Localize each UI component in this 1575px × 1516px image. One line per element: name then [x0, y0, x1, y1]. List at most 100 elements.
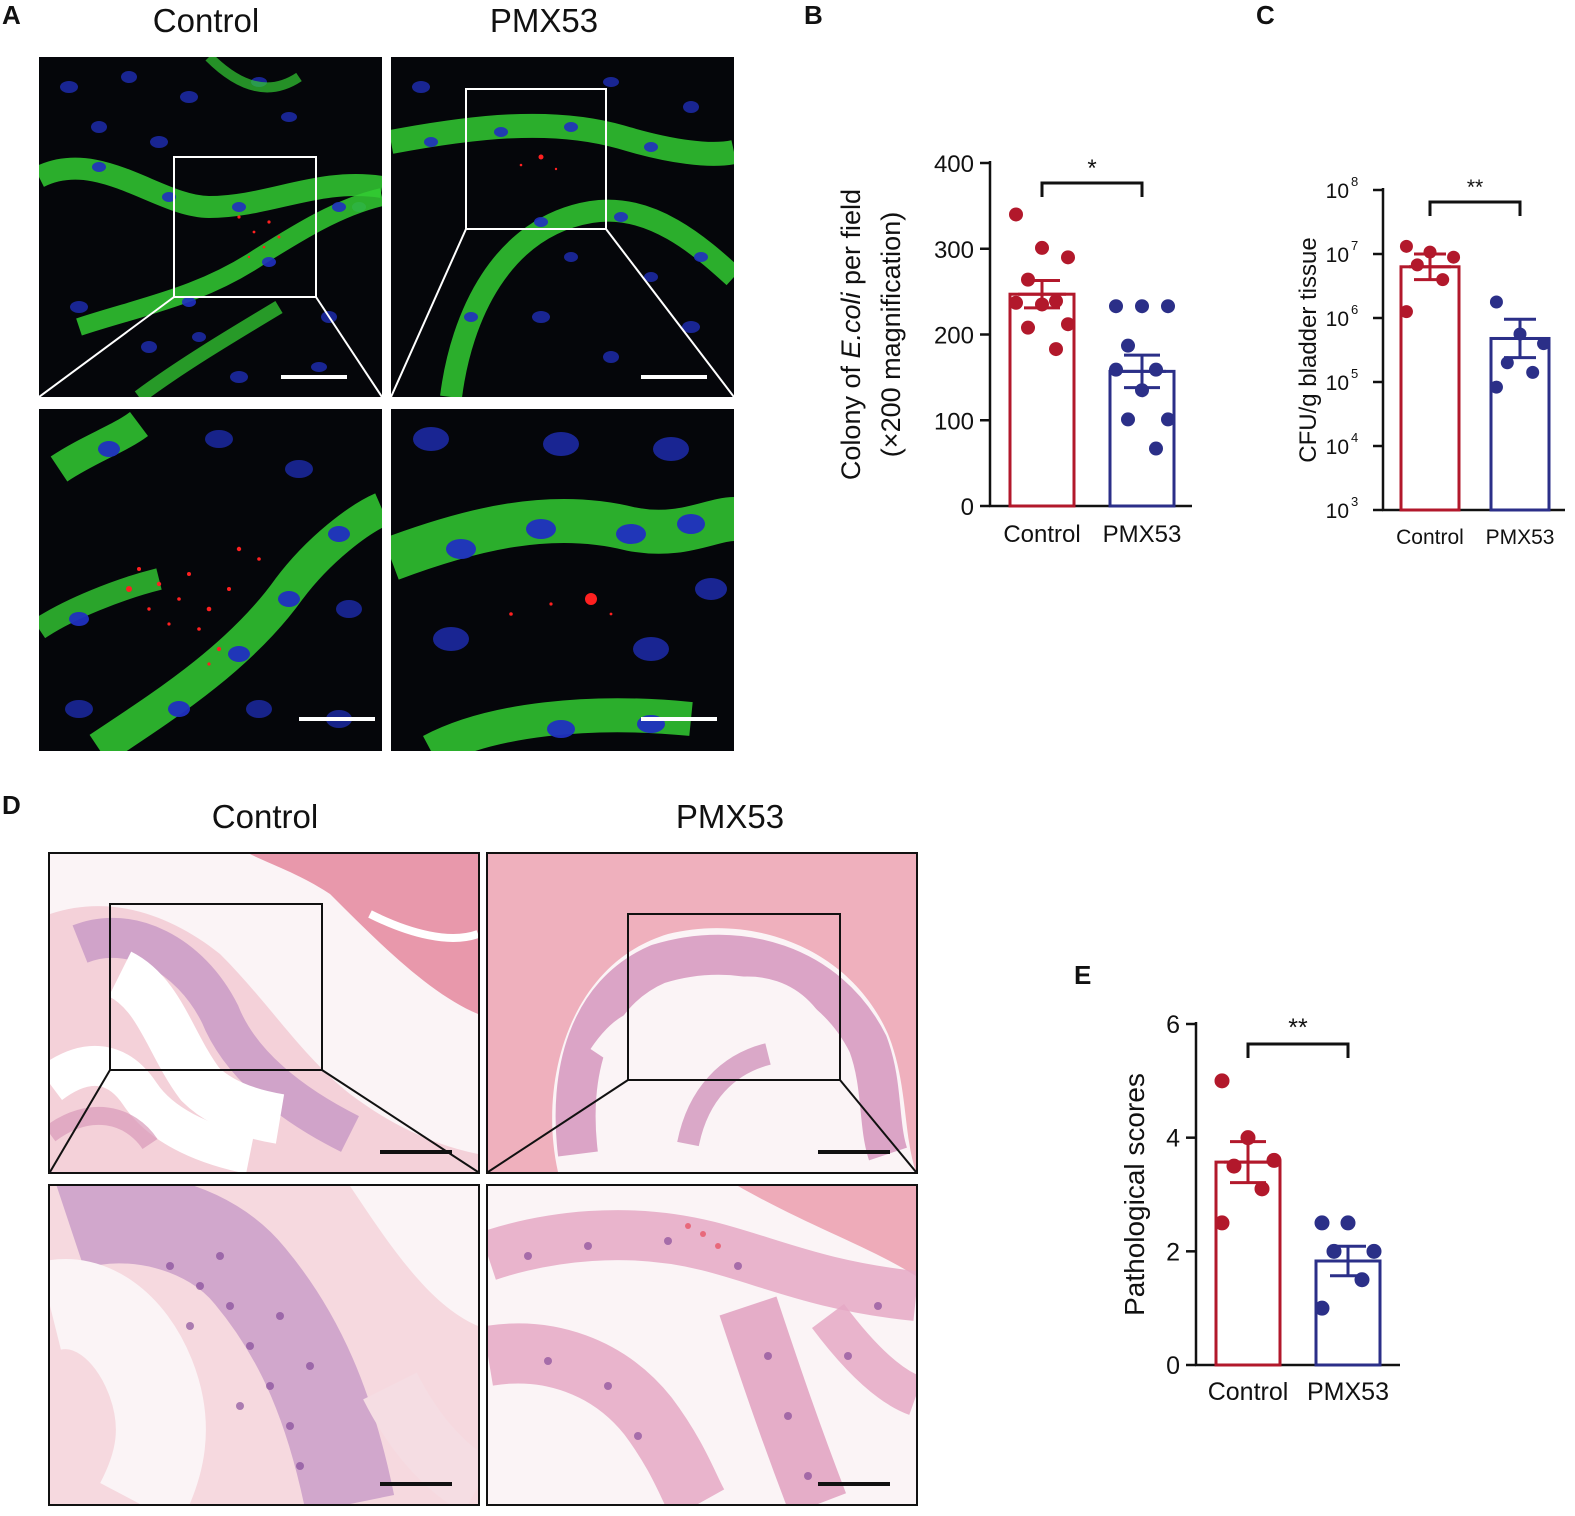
scale-bar — [641, 717, 717, 721]
bar-pmx53 — [1489, 336, 1551, 512]
data-point-control — [1447, 250, 1461, 264]
chart-b-ecoli-colonies: 0 100 200 300 400 Colony of E.coli per field (… — [820, 130, 1220, 560]
data-point-pmx53 — [1340, 1215, 1356, 1231]
chart-b-svg: 0 100 200 300 400 Colony of E.coli per field (… — [836, 151, 1192, 548]
fluorescence-render — [39, 411, 382, 751]
y-tick-label: 400 — [934, 151, 974, 178]
y-tick-label: 10 — [1326, 500, 1349, 523]
he-render — [50, 854, 478, 1172]
panel-d-title-pmx53: PMX53 — [675, 798, 785, 835]
y-tick-exponent: 7 — [1351, 238, 1358, 253]
scale-bar — [380, 1150, 452, 1154]
data-point-pmx53 — [1135, 299, 1149, 314]
x-tick-label: Control — [1208, 1378, 1289, 1406]
y-tick-label: 10 — [1326, 244, 1349, 267]
bar-control — [1214, 1160, 1282, 1367]
data-point-control — [1410, 258, 1424, 272]
y-axis-label-part: Colony of — [836, 359, 866, 481]
significance-bracket — [1040, 181, 1144, 197]
data-point-pmx53 — [1537, 337, 1551, 351]
data-point-pmx53 — [1149, 362, 1163, 377]
he-image-control-overview — [48, 852, 480, 1174]
data-point-pmx53 — [1366, 1243, 1382, 1259]
y-tick-label: 10 — [1326, 180, 1349, 203]
scale-bar — [818, 1150, 890, 1154]
data-point-pmx53 — [1161, 412, 1175, 427]
data-point-pmx53 — [1109, 299, 1123, 314]
scale-bar — [299, 717, 375, 721]
data-point-pmx53 — [1489, 380, 1503, 394]
data-point-pmx53 — [1135, 383, 1149, 398]
data-point-control — [1035, 240, 1049, 255]
he-render — [488, 1186, 916, 1504]
panel-d-title-control: Control — [211, 798, 319, 835]
panel-a-title-pmx53: PMX53 — [489, 2, 599, 39]
y-tick-label: 10 — [1326, 436, 1349, 459]
y-tick-exponent: 6 — [1351, 302, 1358, 317]
data-point-pmx53 — [1526, 365, 1540, 379]
significance-label: * — [1087, 155, 1096, 182]
data-point-control — [1254, 1181, 1270, 1197]
scale-bar — [641, 375, 707, 379]
panel-label-a: A — [2, 0, 21, 30]
fluorescence-render — [391, 427, 734, 751]
data-point-control — [1061, 317, 1075, 332]
data-point-control — [1049, 342, 1063, 357]
y-axis-label-line2: (×200 magnification) — [876, 212, 906, 457]
data-point-control — [1049, 294, 1063, 309]
he-image-control-zoom — [48, 1184, 480, 1506]
y-tick-label: 0 — [1166, 1352, 1180, 1380]
he-image-pmx53-overview — [486, 852, 918, 1174]
y-axis-label-part: per field — [836, 189, 866, 293]
data-point-control — [1021, 272, 1035, 287]
panel-label-b: B — [804, 0, 823, 30]
bar-control — [1399, 265, 1461, 512]
y-tick-label: 10 — [1326, 372, 1349, 395]
significance-label: ** — [1288, 1014, 1308, 1042]
scale-bar — [281, 375, 347, 379]
y-tick-exponent: 3 — [1351, 494, 1358, 509]
y-tick-label: 10 — [1326, 308, 1349, 331]
data-point-control — [1266, 1152, 1282, 1168]
he-image-pmx53-zoom — [486, 1184, 918, 1506]
y-tick-label: 300 — [934, 237, 974, 264]
data-point-pmx53 — [1161, 299, 1175, 314]
data-point-control — [1035, 297, 1049, 312]
fluorescence-image-pmx53-zoom — [391, 409, 734, 751]
chart-e-pathology: 0 2 4 6 Pathological scores Control PMX53 ** — [1100, 990, 1420, 1420]
y-tick-label: 6 — [1166, 1011, 1180, 1039]
y-tick-label: 100 — [934, 408, 974, 435]
chart-e-svg: 0 2 4 6 Pathological scores Control PMX53 ** — [1119, 1011, 1400, 1406]
data-point-pmx53 — [1121, 412, 1135, 427]
y-axis-label: CFU/g bladder tissue — [1295, 237, 1322, 462]
y-tick-exponent: 5 — [1351, 366, 1358, 381]
x-tick-label: Control — [1396, 526, 1464, 549]
data-point-pmx53 — [1354, 1272, 1370, 1288]
data-point-pmx53 — [1149, 441, 1163, 456]
data-point-control — [1240, 1130, 1256, 1146]
data-point-control — [1061, 250, 1075, 265]
panel-label-d: D — [2, 790, 21, 820]
data-point-pmx53 — [1513, 327, 1527, 341]
y-tick-label: 0 — [961, 494, 974, 521]
data-point-pmx53 — [1109, 362, 1123, 377]
significance-bracket — [1246, 1042, 1350, 1058]
he-render — [50, 1186, 478, 1504]
significance-bracket — [1428, 200, 1522, 216]
scale-bar — [380, 1482, 452, 1486]
x-tick-label: PMX53 — [1307, 1378, 1389, 1406]
significance-label: ** — [1467, 176, 1483, 199]
panel-label-e: E — [1074, 960, 1092, 990]
chart-c-cfu: 10 3 10 4 10 5 10 6 10 7 10 8 CFU/g bladder tissue Co… — [1280, 150, 1570, 560]
fluorescence-render — [39, 57, 382, 397]
data-point-control — [1009, 207, 1023, 222]
data-point-control — [1214, 1073, 1230, 1089]
data-point-pmx53 — [1489, 295, 1503, 309]
data-point-pmx53 — [1326, 1243, 1342, 1259]
data-point-control — [1399, 305, 1413, 319]
data-point-control — [1009, 295, 1023, 310]
fluorescence-image-pmx53-overview — [391, 57, 734, 397]
fluorescence-image-control-overview — [39, 57, 382, 397]
scale-bar — [818, 1482, 890, 1486]
